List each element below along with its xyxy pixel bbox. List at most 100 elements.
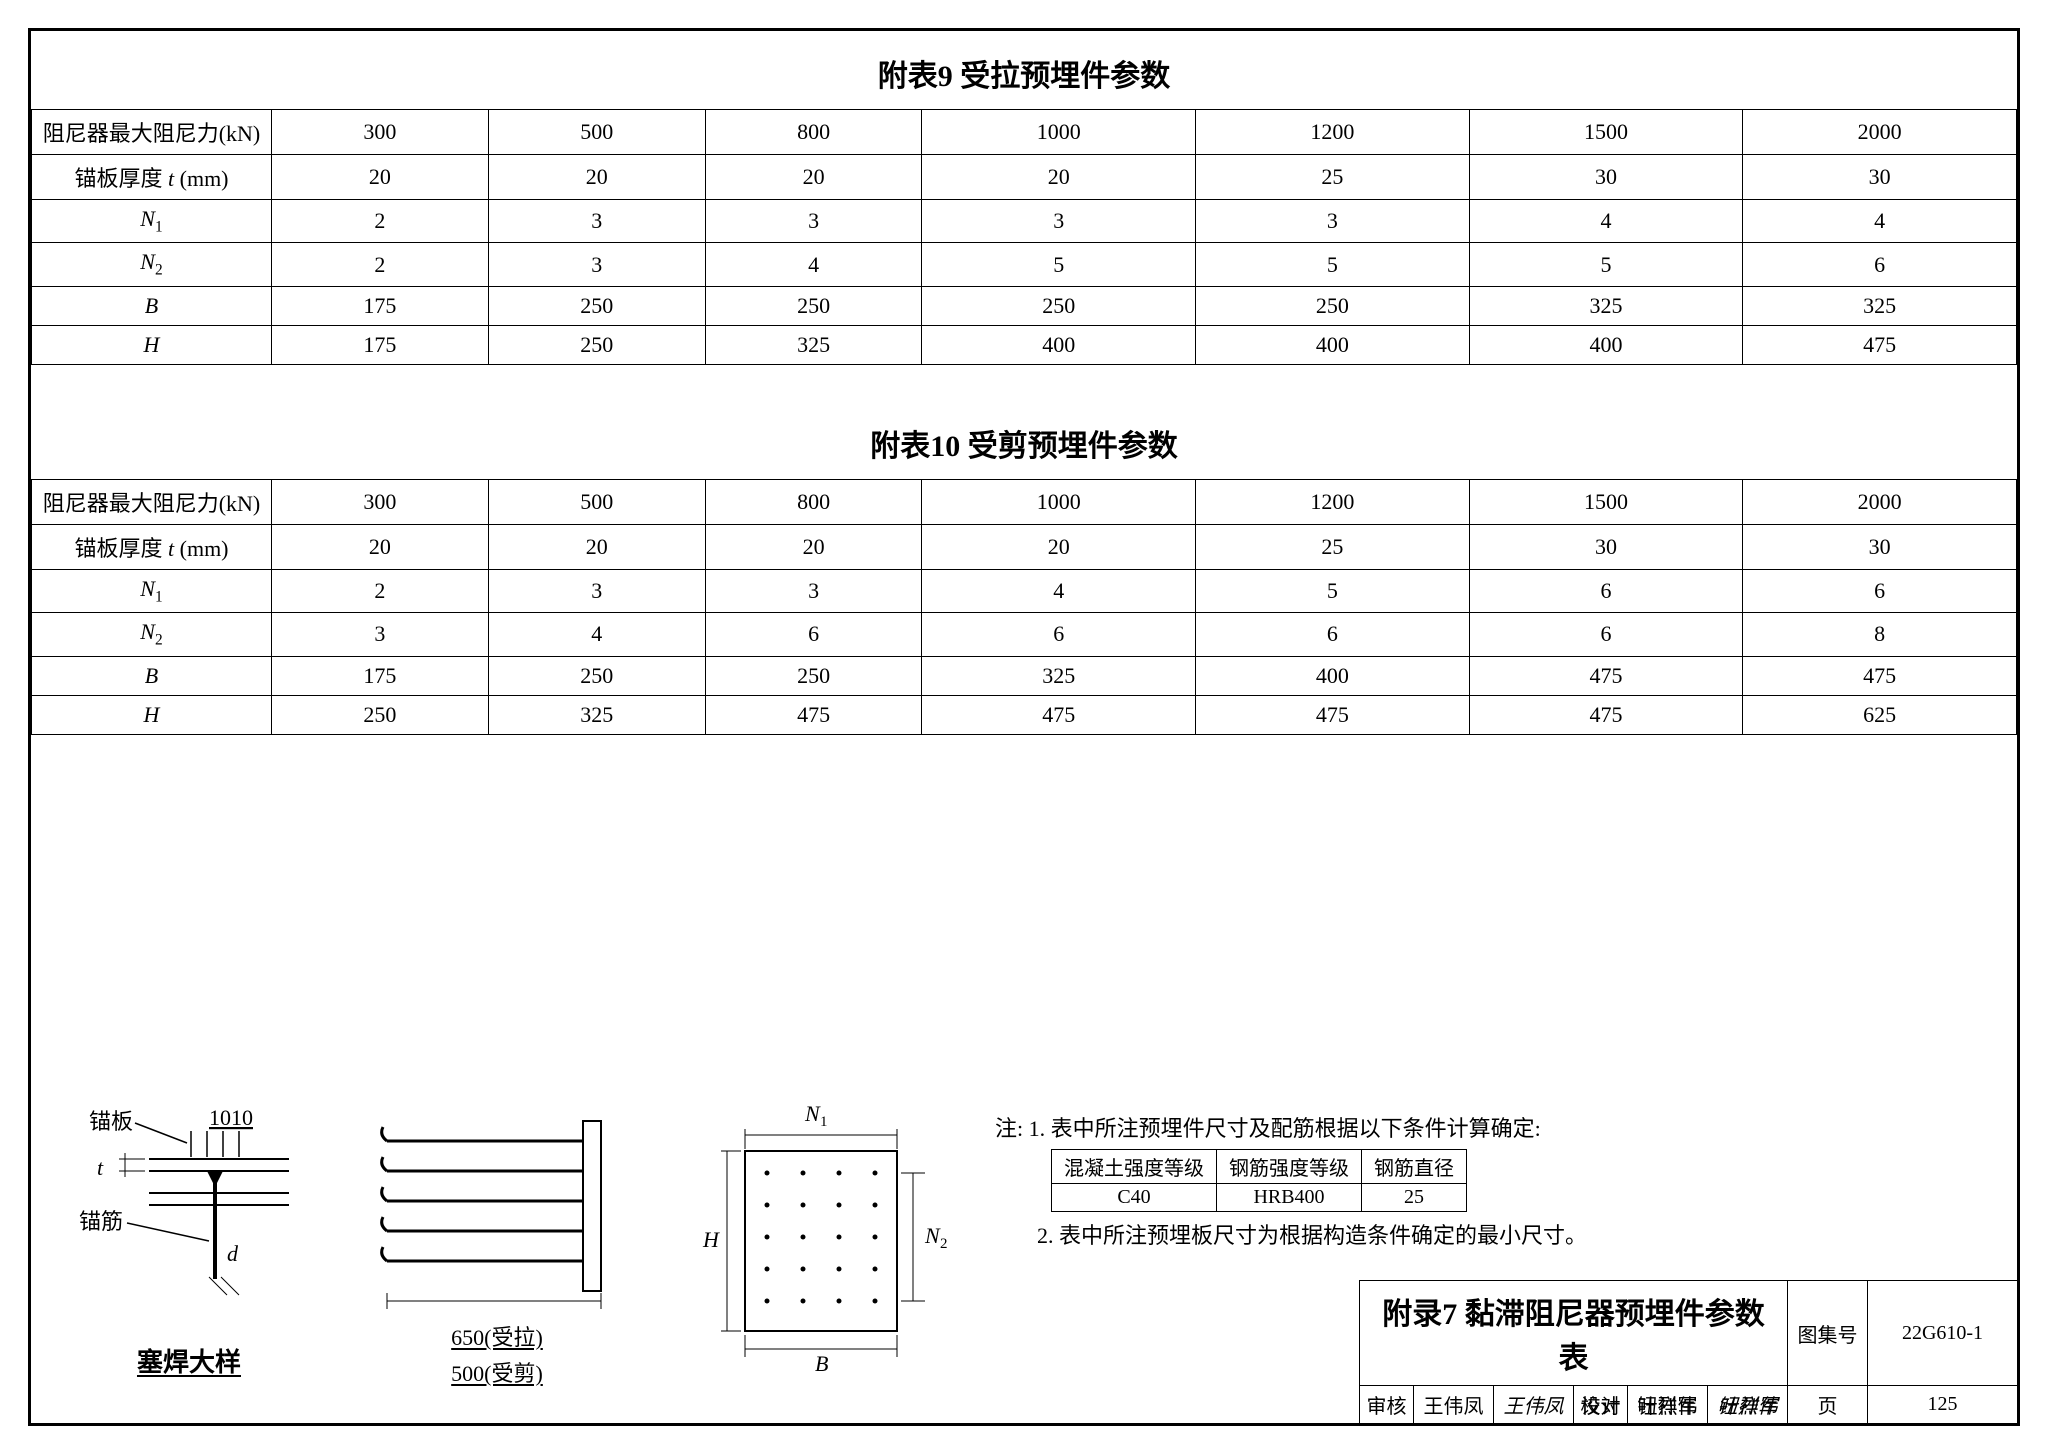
cell: 3 [272,613,489,656]
svg-text:N: N [924,1223,941,1248]
cell: 250 [922,286,1196,325]
table-row: B 175250250325400475475 [32,656,2017,695]
row-label: N2 [32,243,272,286]
row-label: N2 [32,613,272,656]
cell: 250 [272,695,489,734]
cell: 325 [922,656,1196,695]
cell: 4 [705,243,922,286]
cell: 4 [1743,200,2017,243]
cell: 5 [1469,243,1743,286]
title-block-design: 设计 钮祥军 钮祥军 [1573,1386,1788,1424]
table-row: C40 HRB400 25 [1052,1184,1467,1212]
cell: 3 [705,569,922,612]
side-elevation-icon [357,1101,637,1311]
cell: 300 [272,479,489,524]
diagram2-sub1: 650(受拉) [357,1320,637,1352]
svg-text:锚筋: 锚筋 [79,1209,123,1234]
cell: 6 [1469,569,1743,612]
cell: 475 [1196,695,1470,734]
table-row: N2 3466668 [32,613,2017,656]
row-label: N1 [32,200,272,243]
cell: 175 [272,286,489,325]
cell: 175 [272,656,489,695]
cell: 1200 [1196,479,1470,524]
cell: 25 [1196,155,1470,200]
cell: 400 [1196,325,1470,364]
diagram-area: 锚板 1010 t [31,1083,985,1423]
cell: 6 [1743,569,2017,612]
titleblock-main: 附录7 黏滞阻尼器预埋件参数表 [1360,1281,1788,1386]
row-label: 阻尼器最大阻尼力(kN) [32,479,272,524]
notes-text: 2. 表中所注预埋板尺寸为根据构造条件确定的最小尺寸。 [995,1218,1993,1250]
cell: C40 [1052,1184,1217,1212]
cell: 250 [705,286,922,325]
review-signature: 王伟凤 [1494,1386,1574,1424]
cell: 300 [272,110,489,155]
table-row: N1 2334566 [32,569,2017,612]
cell: 3 [705,200,922,243]
cell: 1500 [1469,110,1743,155]
cell: 250 [488,656,705,695]
cell: 325 [1469,286,1743,325]
cell: 30 [1743,155,2017,200]
cell: 6 [1469,613,1743,656]
diagram1-caption: 塞焊大样 [59,1342,319,1379]
cell: 1500 [1469,479,1743,524]
row-label: B [32,656,272,695]
table-row: H 250325475475475475625 [32,695,2017,734]
table-row: 锚板厚度 t (mm) 20202020253030 [32,155,2017,200]
table10: 阻尼器最大阻尼力(kN) 300 500 800 1000 1200 1500 … [31,479,2017,735]
row-label: 阻尼器最大阻尼力(kN) [32,110,272,155]
cell: 5 [1196,243,1470,286]
cell: 20 [922,524,1196,569]
table-row: H 175250325400400400475 [32,325,2017,364]
cell: 250 [488,325,705,364]
diagram-weld-detail: 锚板 1010 t [59,1101,319,1379]
svg-text:t: t [97,1155,104,1180]
notes-prefix: 注: [995,1116,1023,1141]
cell: 4 [922,569,1196,612]
cell: 8 [1743,613,2017,656]
table-row: N2 2345556 [32,243,2017,286]
weld-detail-icon: 锚板 1010 t [59,1101,319,1331]
table-row: 锚板厚度 t (mm) 20202020253030 [32,524,2017,569]
table-row: 阻尼器最大阻尼力(kN) 300 500 800 1000 1200 1500 … [32,479,2017,524]
cell: 2000 [1743,110,2017,155]
cell: 400 [922,325,1196,364]
cell: 25 [1196,524,1470,569]
notes-text: 1. 表中所注预埋件尺寸及配筋根据以下条件计算确定: [1029,1116,1541,1141]
cell: 625 [1743,695,2017,734]
cell: 400 [1469,325,1743,364]
table10-title: 附表10 受剪预埋件参数 [31,365,2017,479]
cell: 4 [1469,200,1743,243]
cell: 3 [488,243,705,286]
cell: 2 [272,200,489,243]
svg-text:2: 2 [940,1236,948,1252]
diagram-side-elevation: 650(受拉) 500(受剪) [357,1101,637,1388]
review-name: 王伟凤 [1414,1386,1494,1424]
cell: 500 [488,110,705,155]
cell: 500 [488,479,705,524]
cell: 6 [705,613,922,656]
cell: 2 [272,243,489,286]
row-label: B [32,286,272,325]
cell: 325 [705,325,922,364]
cell: 5 [922,243,1196,286]
atlas-label: 图集号 [1788,1281,1868,1386]
cell: 400 [1196,656,1470,695]
cell: 30 [1469,524,1743,569]
cell: 5 [1196,569,1470,612]
cell: 3 [922,200,1196,243]
cell: 混凝土强度等级 [1052,1150,1217,1184]
design-signature: 钮祥军 [1708,1386,1788,1424]
row-label: H [32,325,272,364]
cell: 475 [1743,656,2017,695]
svg-text:B: B [815,1351,828,1376]
cell: 6 [922,613,1196,656]
cell: 1000 [922,110,1196,155]
cell: 钢筋直径 [1362,1150,1467,1184]
cell: 2 [272,569,489,612]
cell: 475 [1743,325,2017,364]
design-name: 钮祥军 [1628,1386,1708,1424]
page-number: 125 [1868,1386,2018,1424]
